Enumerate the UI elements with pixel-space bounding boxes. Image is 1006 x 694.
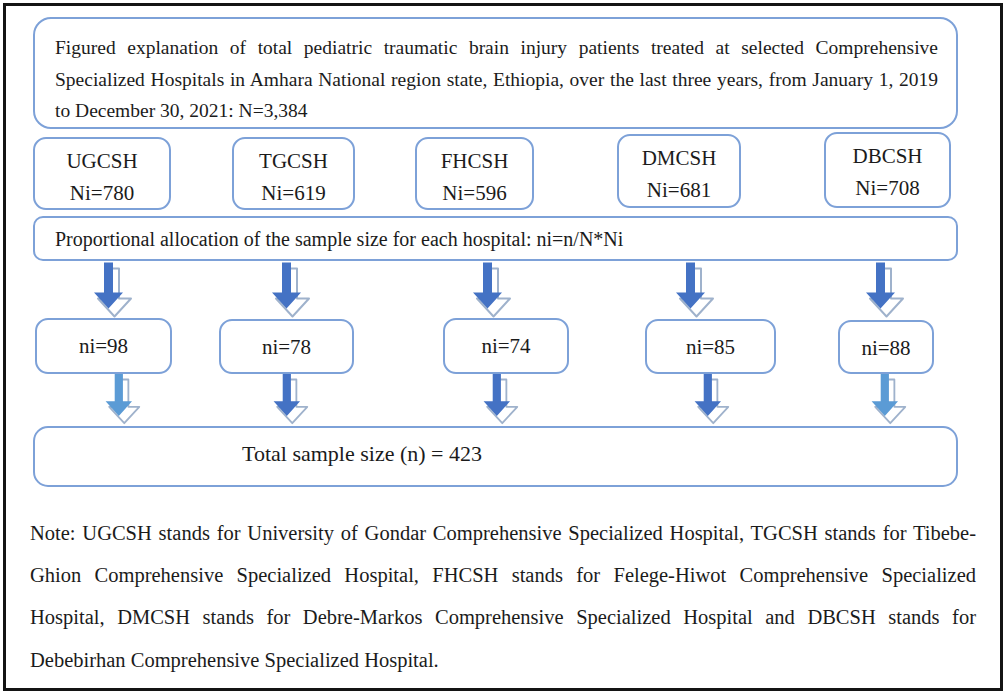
down-arrow-icon	[672, 262, 716, 319]
hospital-box-dmcsh: DMCSH Ni=681	[617, 134, 741, 208]
allocation-box: Proportional allocation of the sample si…	[33, 216, 958, 261]
title-text: Figured explanation of total pediatric t…	[35, 19, 956, 127]
total-text: Total sample size (n) = 423	[242, 441, 482, 467]
hospital-box-tgcsh: TGCSH Ni=619	[232, 137, 355, 210]
sample-box-dmcsh: ni=85	[645, 319, 776, 374]
sample-label: ni=88	[840, 322, 932, 375]
hospital-name: FHCSH	[417, 146, 532, 178]
sample-box-tgcsh: ni=78	[219, 319, 354, 374]
sample-label: ni=74	[445, 320, 567, 373]
down-arrow-icon	[862, 262, 906, 319]
hospital-name: DBCSH	[826, 141, 949, 173]
title-box: Figured explanation of total pediatric t…	[33, 17, 958, 129]
sample-box-dbcsh: ni=88	[838, 320, 934, 374]
hospital-box-ugcsh: UGCSH Ni=780	[33, 137, 171, 210]
hospital-box-fhcsh: FHCSH Ni=596	[415, 137, 534, 210]
sample-label: ni=98	[37, 320, 170, 373]
hospital-ni: Ni=596	[417, 178, 532, 210]
down-arrow-icon	[101, 374, 143, 425]
hospital-box-dbcsh: DBCSH Ni=708	[824, 132, 951, 208]
sample-box-ugcsh: ni=98	[35, 318, 172, 374]
allocation-text: Proportional allocation of the sample si…	[35, 218, 956, 260]
note-text: Note: UGCSH stands for University of Gon…	[30, 512, 976, 681]
down-arrow-icon	[469, 262, 513, 319]
hospital-name: TGCSH	[234, 146, 353, 178]
hospital-name: UGCSH	[35, 146, 169, 178]
down-arrow-icon	[269, 374, 311, 425]
down-arrow-icon	[867, 374, 909, 425]
down-arrow-icon	[268, 262, 312, 319]
total-box: Total sample size (n) = 423	[33, 426, 958, 487]
sample-box-fhcsh: ni=74	[443, 318, 569, 374]
hospital-ni: Ni=619	[234, 178, 353, 210]
hospital-ni: Ni=681	[619, 175, 739, 207]
down-arrow-icon	[690, 374, 732, 425]
flowchart: Figured explanation of total pediatric t…	[0, 0, 1006, 694]
sample-label: ni=78	[221, 321, 352, 374]
hospital-ni: Ni=780	[35, 178, 169, 210]
hospital-name: DMCSH	[619, 143, 739, 175]
hospital-ni: Ni=708	[826, 173, 949, 205]
sample-label: ni=85	[647, 321, 774, 374]
down-arrow-icon	[479, 374, 521, 425]
figure-frame: Figured explanation of total pediatric t…	[3, 3, 1003, 691]
down-arrow-icon	[90, 262, 134, 319]
